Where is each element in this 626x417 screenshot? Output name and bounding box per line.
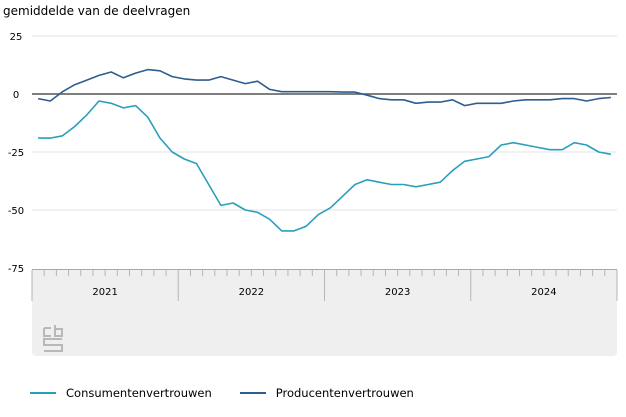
legend-swatch-consumentenvertrouwen bbox=[30, 392, 56, 394]
legend-swatch-producentenvertrouwen bbox=[239, 392, 266, 394]
series-lines bbox=[37, 68, 612, 232]
cbs-logo-icon bbox=[43, 324, 63, 352]
x-tick-label: 2023 bbox=[385, 287, 410, 298]
x-axis: 2021 2022 2023 2024 bbox=[31, 269, 618, 356]
series-line-producentenvertrouwen[interactable] bbox=[37, 68, 611, 107]
chart-subtitle: gemiddelde van de deelvragen bbox=[3, 4, 191, 18]
legend-item-consumentenvertrouwen[interactable]: Consumentenvertrouwen bbox=[30, 386, 212, 400]
x-tick-label: 2024 bbox=[531, 287, 556, 298]
y-tick-label: -50 bbox=[8, 206, 24, 217]
legend-item-producentenvertrouwen[interactable]: Producentenvertrouwen bbox=[239, 386, 414, 400]
series-line-consumentenvertrouwen[interactable] bbox=[38, 100, 612, 232]
legend-label: Producentenvertrouwen bbox=[275, 386, 414, 400]
grid-lines bbox=[32, 35, 617, 211]
y-tick-label: 0 bbox=[13, 90, 19, 101]
y-axis-ticks: 25 0 -25 -50 -75 bbox=[8, 32, 24, 275]
y-tick-label: -75 bbox=[8, 264, 24, 275]
y-tick-label: 25 bbox=[10, 32, 23, 43]
x-tick-label: 2022 bbox=[239, 287, 264, 298]
legend-label: Consumentenvertrouwen bbox=[66, 386, 212, 400]
legend: Consumentenvertrouwen Producentenvertrou… bbox=[30, 386, 442, 400]
y-tick-label: -25 bbox=[8, 148, 24, 159]
x-tick-label: 2021 bbox=[92, 287, 117, 298]
